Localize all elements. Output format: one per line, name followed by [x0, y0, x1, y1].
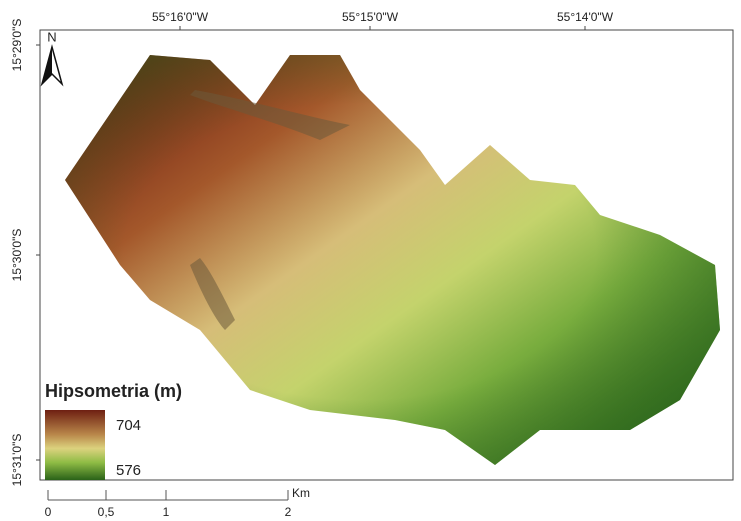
scale-label: 2 — [285, 505, 292, 519]
elevation-shade — [65, 55, 720, 465]
terrain — [65, 55, 720, 465]
y-coordinate-labels: 15°29'0"S 15°30'0"S 15°31'0"S — [10, 19, 40, 487]
legend-title: Hipsometria (m) — [45, 381, 182, 401]
scale-label: 0,5 — [98, 505, 115, 519]
legend-color-bar — [45, 410, 105, 480]
map: N 55°16'0"W55°15'0"W55°14'0"W 15°29'0"S1… — [0, 0, 741, 521]
legend-min: 576 — [116, 462, 141, 479]
scale-bar: Km 0 0,5 1 2 — [45, 486, 310, 519]
x-coordinate-label: 55°16'0"W — [152, 10, 209, 24]
north-arrow: N — [42, 29, 62, 84]
y-coordinate-label: 15°29'0"S — [10, 19, 24, 72]
scale-label: 1 — [163, 505, 170, 519]
y-coordinate-label: 15°31'0"S — [10, 434, 24, 487]
legend: Hipsometria (m) 704 576 — [45, 381, 182, 480]
x-coordinate-labels: 55°16'0"W 55°15'0"W 55°14'0"W — [152, 10, 614, 30]
y-coordinate-label: 15°30'0"S — [10, 229, 24, 282]
legend-max: 704 — [116, 417, 141, 434]
x-coordinate-label: 55°15'0"W — [342, 10, 399, 24]
x-coordinate-label: 55°14'0"W — [557, 10, 614, 24]
scale-label: 0 — [45, 505, 52, 519]
scale-unit: Km — [292, 486, 310, 500]
north-label: N — [47, 29, 56, 44]
